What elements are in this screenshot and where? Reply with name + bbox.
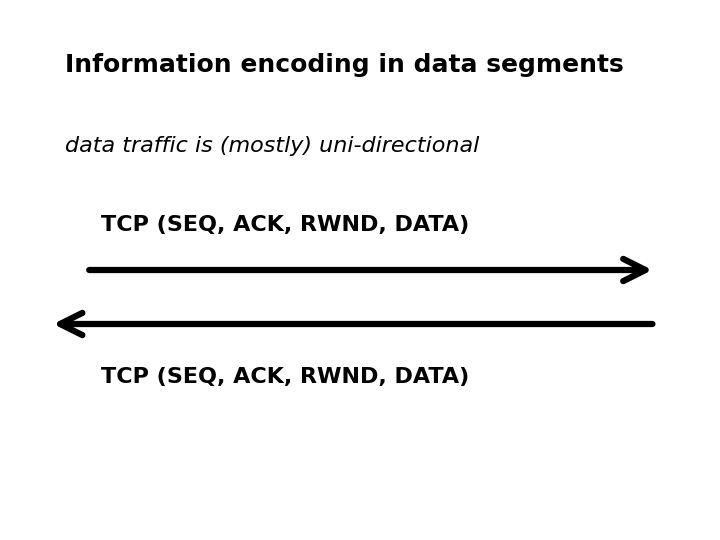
Text: TCP (SEQ, ACK, RWND, DATA): TCP (SEQ, ACK, RWND, DATA) <box>101 215 469 235</box>
Text: Information encoding in data segments: Information encoding in data segments <box>65 53 624 77</box>
Text: TCP (SEQ, ACK, RWND, DATA): TCP (SEQ, ACK, RWND, DATA) <box>101 367 469 387</box>
Text: data traffic is (mostly) uni-directional: data traffic is (mostly) uni-directional <box>65 136 479 156</box>
